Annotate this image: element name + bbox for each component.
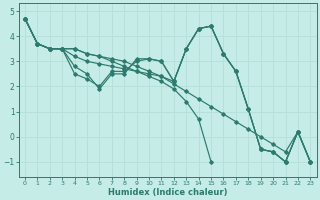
X-axis label: Humidex (Indice chaleur): Humidex (Indice chaleur) [108, 188, 228, 197]
